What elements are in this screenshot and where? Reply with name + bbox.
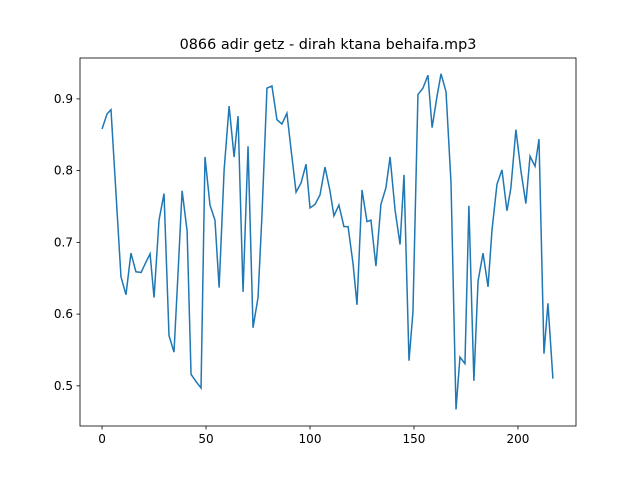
x-tick-label: 100 bbox=[299, 432, 322, 446]
y-tick-label: 0.9 bbox=[54, 92, 73, 106]
chart-title: 0866 adir getz - dirah ktana behaifa.mp3 bbox=[180, 37, 477, 53]
x-tick-label: 200 bbox=[507, 432, 530, 446]
plot-frame bbox=[79, 57, 577, 427]
x-tick-label: 50 bbox=[198, 432, 213, 446]
data-line bbox=[101, 73, 554, 410]
y-tick-label: 0.5 bbox=[54, 379, 73, 393]
x-tick-label: 150 bbox=[403, 432, 426, 446]
x-tick-label: 0 bbox=[98, 432, 106, 446]
y-tick-label: 0.8 bbox=[54, 164, 73, 178]
y-tick-label: 0.6 bbox=[54, 307, 73, 321]
y-tick-label: 0.7 bbox=[54, 235, 73, 249]
